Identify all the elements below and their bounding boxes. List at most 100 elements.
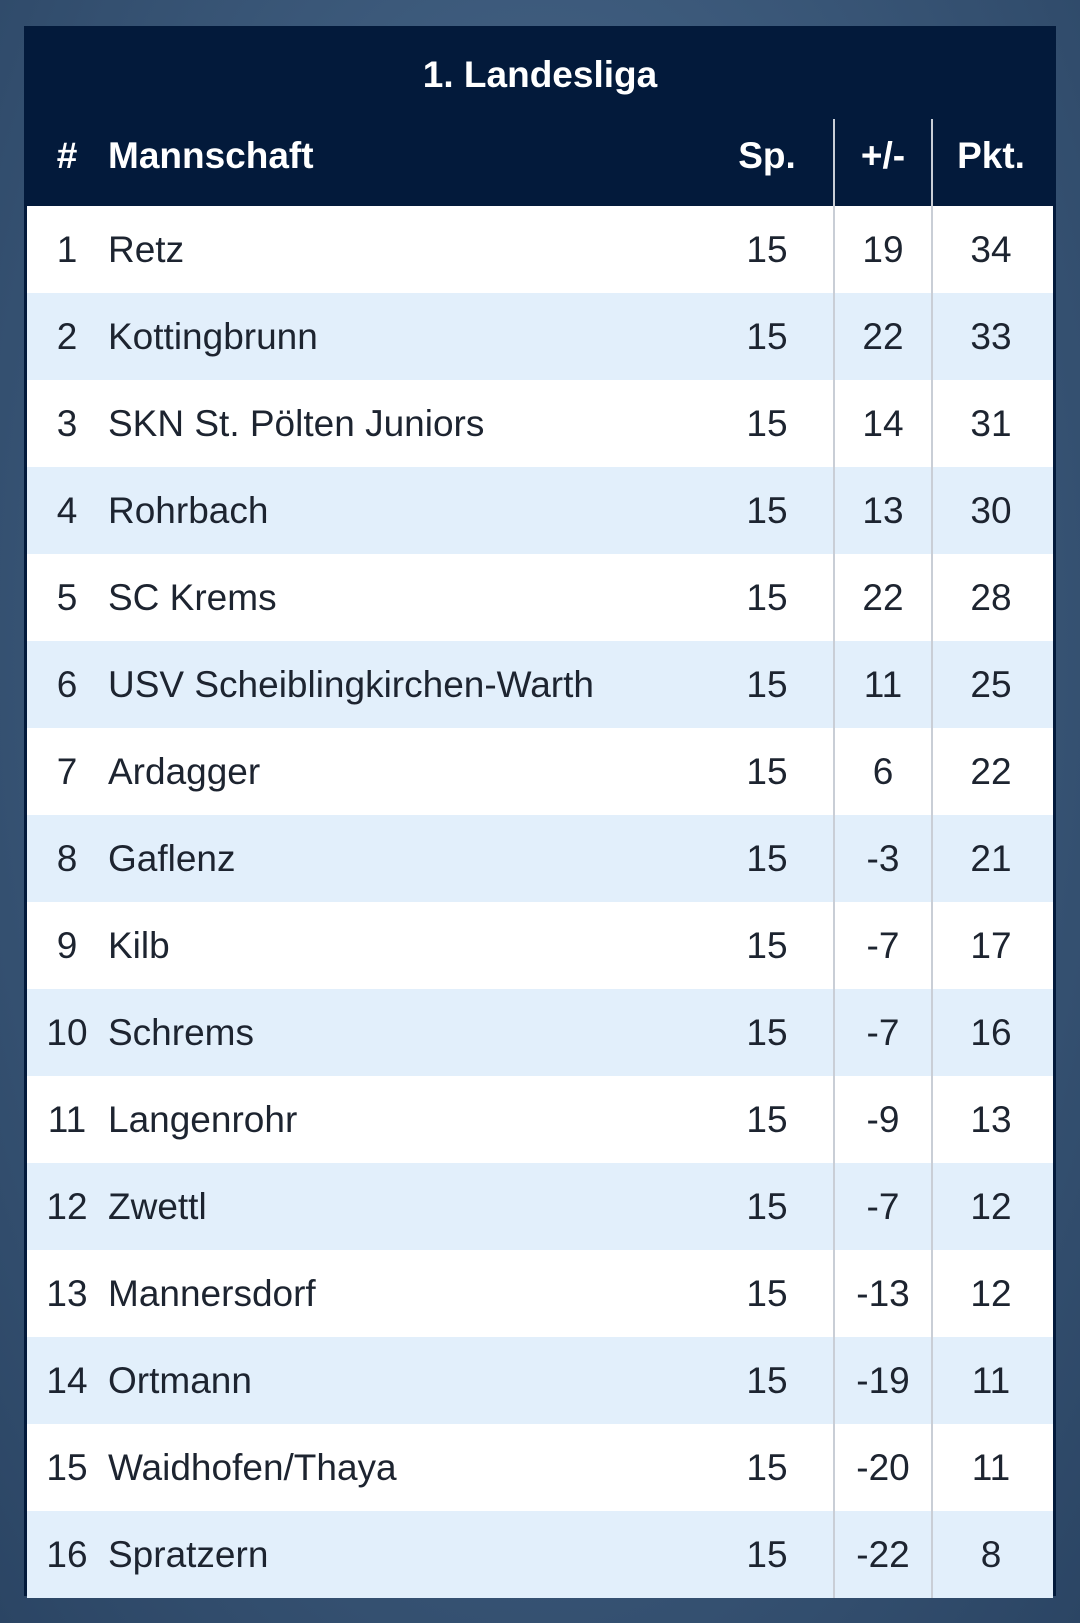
row-goal-difference: 22	[862, 316, 904, 357]
row-points: 16	[970, 1012, 1012, 1053]
row-position: 2	[56, 316, 78, 357]
row-team: Schrems	[108, 1012, 254, 1053]
row-goal-difference: 11	[863, 664, 903, 705]
row-goal-difference: 19	[862, 229, 904, 270]
table-body: 1 Retz 15 19 34 2 Kottingbrunn 15 22 33 3 SKN St. P…	[27, 206, 1053, 1598]
table-row: 2 Kottingbrunn 15 22 33	[27, 293, 1053, 380]
table-row: 5 SC Krems 15 22 28	[27, 554, 1053, 641]
row-team: Kottingbrunn	[108, 316, 318, 357]
row-played: 15	[746, 925, 788, 966]
header-position: #	[56, 135, 78, 176]
row-position: 3	[56, 403, 78, 444]
row-goal-difference: 14	[862, 403, 904, 444]
row-played: 15	[746, 577, 788, 618]
row-played: 15	[746, 403, 788, 444]
row-points: 22	[970, 751, 1012, 792]
row-played: 15	[746, 229, 788, 270]
row-points: 21	[970, 838, 1012, 879]
row-team: Retz	[108, 229, 185, 270]
row-played: 15	[746, 1273, 788, 1314]
row-played: 15	[746, 1534, 788, 1575]
row-points: 17	[970, 925, 1012, 966]
table-row: 15 Waidhofen/Thaya 15 -20 11	[27, 1424, 1053, 1511]
row-position: 13	[46, 1273, 88, 1314]
row-points: 12	[970, 1273, 1012, 1314]
row-team: Kilb	[108, 925, 170, 966]
table-row: 13 Mannersdorf 15 -13 12	[27, 1250, 1053, 1337]
row-position: 11	[47, 1099, 87, 1140]
row-goal-difference: -7	[866, 925, 900, 966]
column-divider	[931, 119, 933, 1598]
row-points: 30	[970, 490, 1012, 531]
row-points: 13	[970, 1099, 1012, 1140]
row-goal-difference: -3	[866, 838, 900, 879]
row-goal-difference: -22	[856, 1534, 910, 1575]
row-played: 15	[746, 664, 788, 705]
row-position: 16	[46, 1534, 88, 1575]
row-goal-difference: -19	[856, 1360, 910, 1401]
standings-table: 1. Landesliga # Mannschaft Sp. +/- Pkt. …	[24, 26, 1056, 1598]
row-team: Waidhofen/Thaya	[108, 1447, 397, 1488]
row-goal-difference: 13	[862, 490, 904, 531]
row-goal-difference: 22	[862, 577, 904, 618]
row-position: 7	[56, 751, 78, 792]
row-points: 28	[970, 577, 1012, 618]
table-row: 16 Spratzern 15 -22 8	[27, 1511, 1053, 1598]
table-row: 10 Schrems 15 -7 16	[27, 989, 1053, 1076]
row-goal-difference: 6	[872, 751, 894, 792]
row-position: 4	[56, 490, 78, 531]
row-position: 12	[46, 1186, 88, 1227]
row-played: 15	[746, 838, 788, 879]
table-row: 6 USV Scheiblingkirchen-Warth 15 11 25	[27, 641, 1053, 728]
row-position: 9	[56, 925, 78, 966]
row-points: 34	[970, 229, 1012, 270]
row-team: Zwettl	[108, 1186, 207, 1227]
row-played: 15	[746, 1012, 788, 1053]
row-points: 31	[970, 403, 1012, 444]
row-team: Ardagger	[108, 751, 261, 792]
row-team: SKN St. Pölten Juniors	[108, 403, 485, 444]
row-position: 6	[56, 664, 78, 705]
row-goal-difference: -7	[866, 1012, 900, 1053]
row-team: Mannersdorf	[108, 1273, 316, 1314]
table-row: 4 Rohrbach 15 13 30	[27, 467, 1053, 554]
row-goal-difference: -9	[866, 1099, 900, 1140]
row-goal-difference: -13	[856, 1273, 910, 1314]
row-points: 11	[971, 1447, 1011, 1488]
row-position: 10	[46, 1012, 88, 1053]
row-goal-difference: -20	[856, 1447, 910, 1488]
row-team: USV Scheiblingkirchen-Warth	[108, 664, 594, 705]
table-row: 14 Ortmann 15 -19 11	[27, 1337, 1053, 1424]
row-team: Langenrohr	[108, 1099, 298, 1140]
row-team: Ortmann	[108, 1360, 252, 1401]
row-played: 15	[746, 1099, 788, 1140]
header-played: Sp.	[738, 135, 796, 176]
row-team: Gaflenz	[108, 838, 236, 879]
row-played: 15	[746, 1360, 788, 1401]
row-played: 15	[746, 490, 788, 531]
table-row: 9 Kilb 15 -7 17	[27, 902, 1053, 989]
header-goal-difference: +/-	[860, 135, 906, 176]
row-points: 12	[970, 1186, 1012, 1227]
header-team: Mannschaft	[108, 135, 314, 176]
row-position: 14	[46, 1360, 88, 1401]
row-played: 15	[746, 1447, 788, 1488]
row-team: Spratzern	[108, 1534, 269, 1575]
table-row: 12 Zwettl 15 -7 12	[27, 1163, 1053, 1250]
table-row: 8 Gaflenz 15 -3 21	[27, 815, 1053, 902]
table-row: 3 SKN St. Pölten Juniors 15 14 31	[27, 380, 1053, 467]
table-header-row: # Mannschaft Sp. +/- Pkt.	[27, 121, 1053, 206]
table-row: 11 Langenrohr 15 -9 13	[27, 1076, 1053, 1163]
row-position: 1	[56, 229, 78, 270]
row-played: 15	[746, 751, 788, 792]
row-team: SC Krems	[108, 577, 277, 618]
row-points: 25	[970, 664, 1012, 705]
table-row: 7 Ardagger 15 6 22	[27, 728, 1053, 815]
row-position: 8	[56, 838, 78, 879]
row-points: 33	[970, 316, 1012, 357]
row-played: 15	[746, 316, 788, 357]
row-points: 11	[971, 1360, 1011, 1401]
row-position: 15	[46, 1447, 88, 1488]
table-title: 1. Landesliga	[422, 54, 658, 95]
row-points: 8	[980, 1534, 1002, 1575]
